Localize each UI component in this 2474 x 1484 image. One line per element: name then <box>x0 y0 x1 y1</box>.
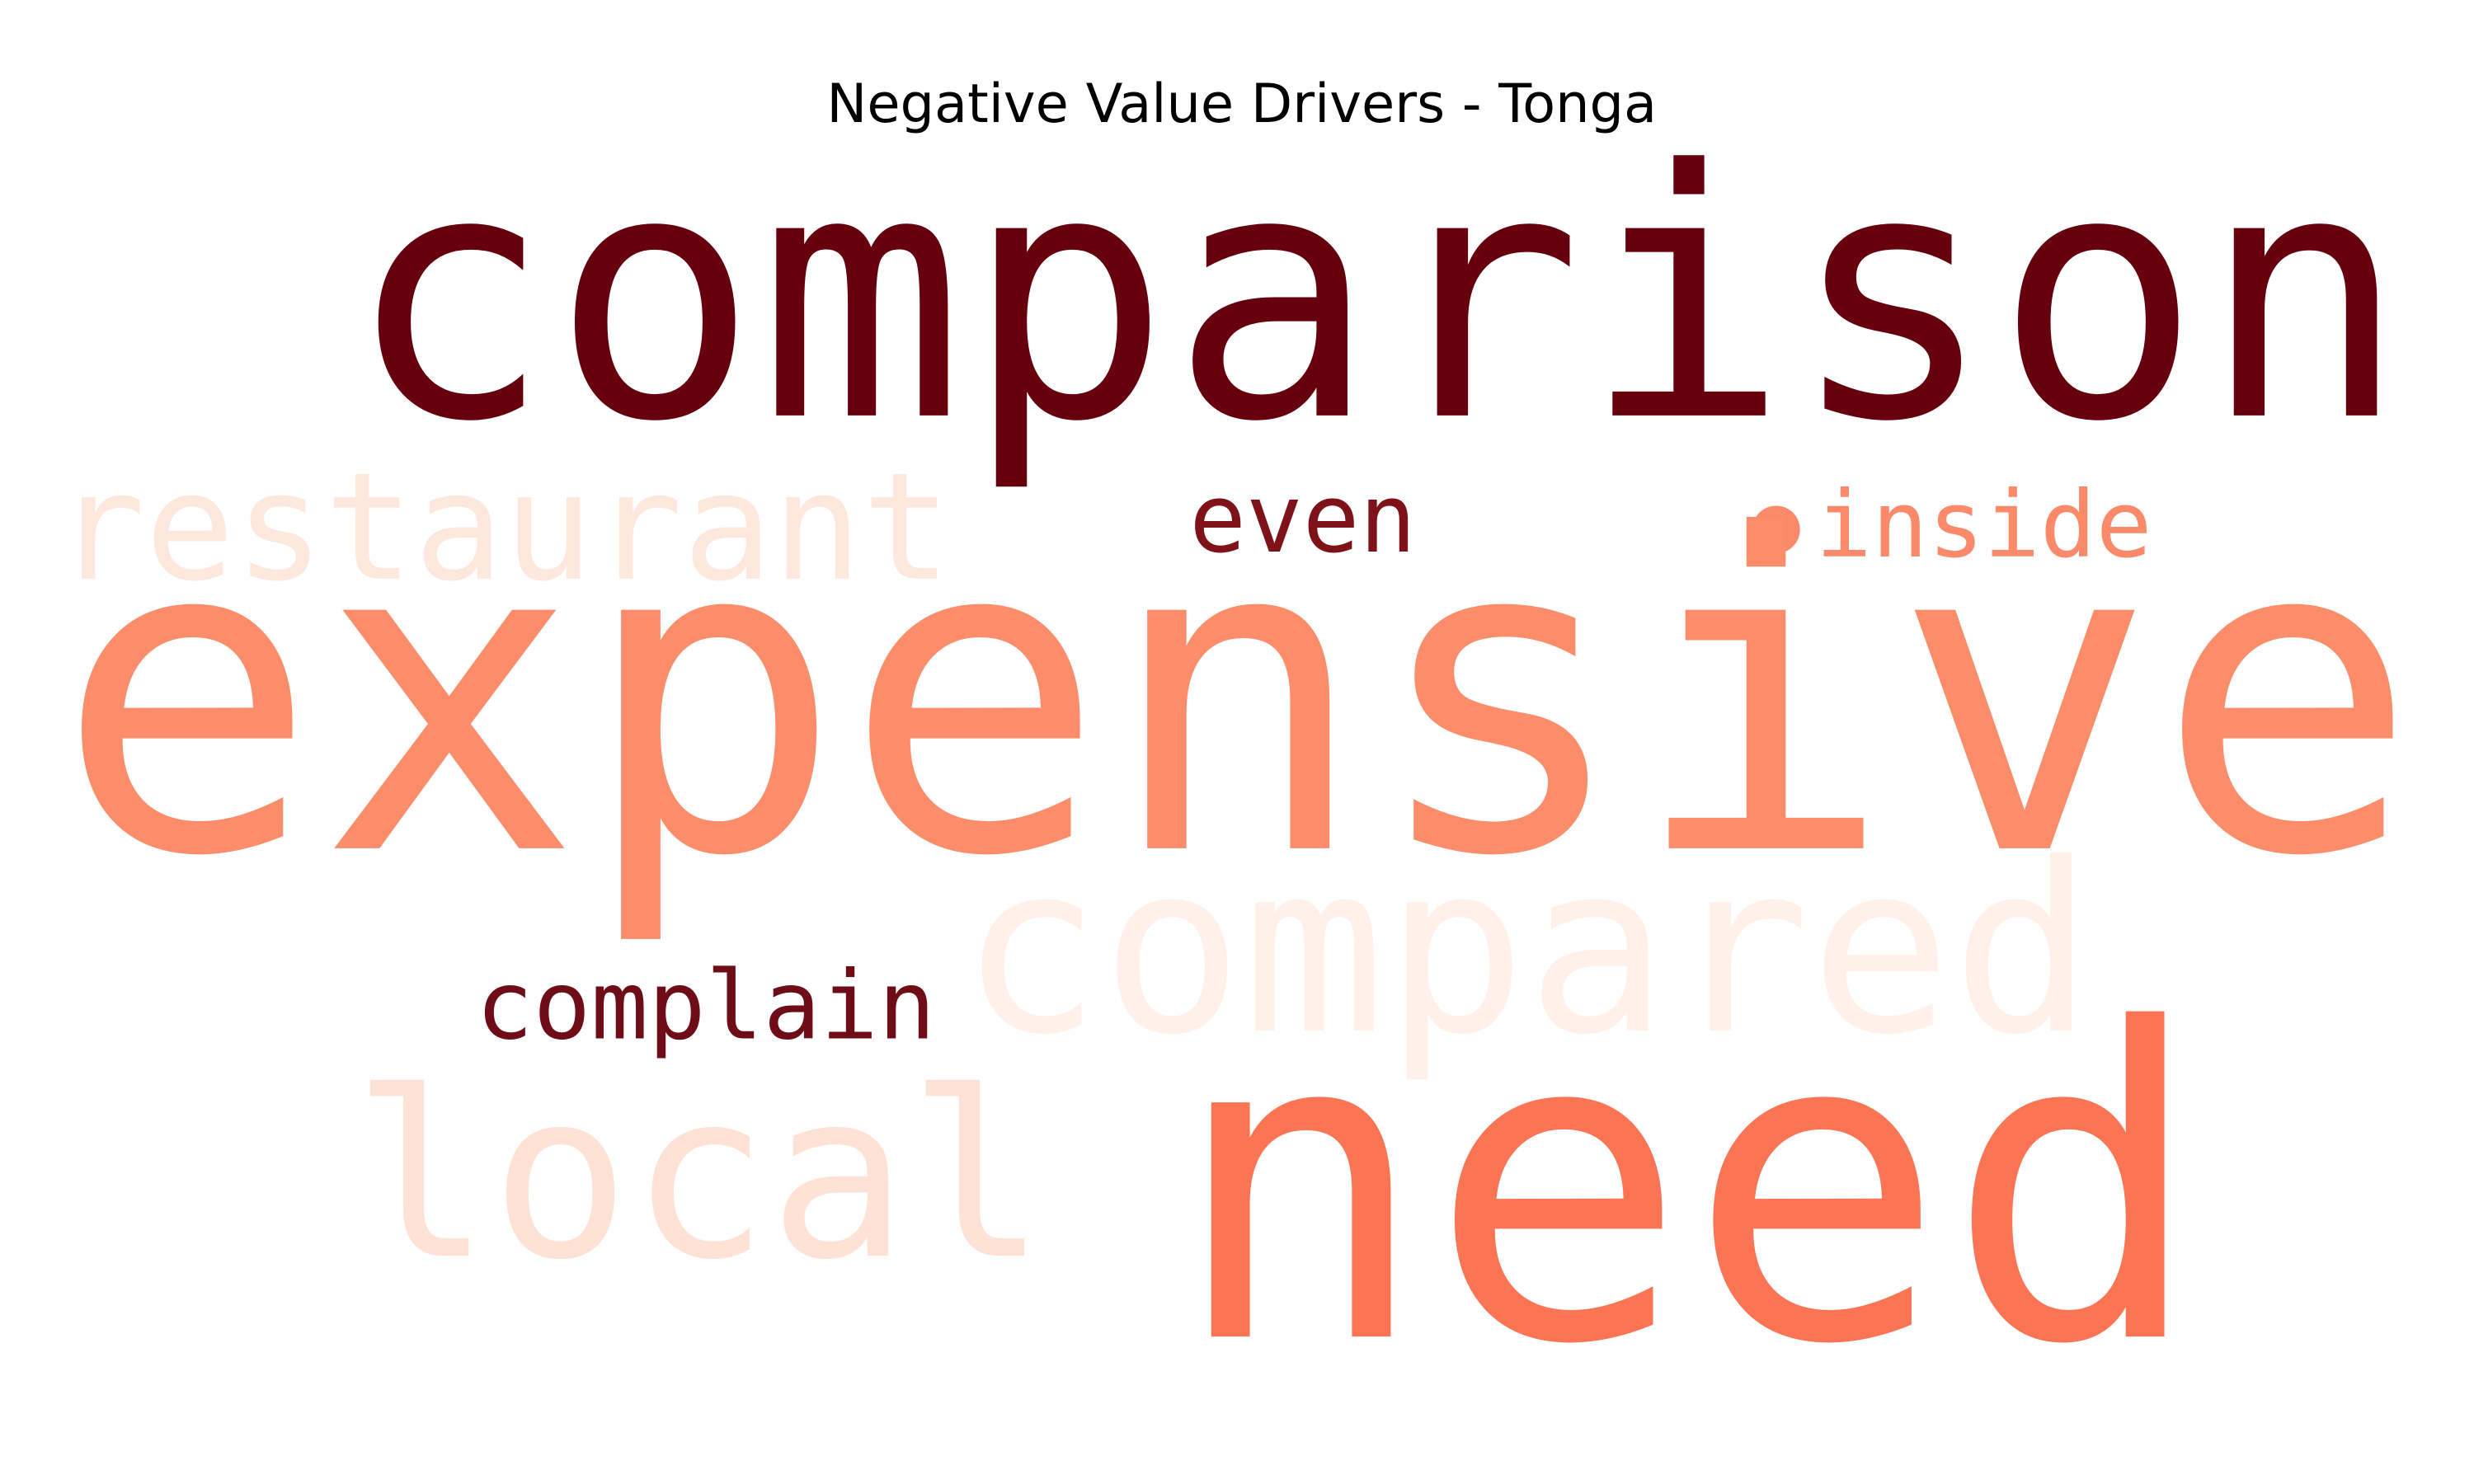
word: restaurant <box>55 440 952 614</box>
word: complain <box>476 951 936 1062</box>
word: expensive <box>55 444 2418 951</box>
word: local <box>352 1042 1047 1310</box>
decoration-dot <box>1752 505 1800 554</box>
word: even <box>1189 464 1416 575</box>
word: compared <box>959 814 2093 1087</box>
word: comparison <box>346 97 2407 496</box>
chart-title: Negative Value Drivers - Tonga <box>826 73 1657 135</box>
word: inside <box>1816 472 2152 579</box>
word: need <box>1170 940 2204 1438</box>
